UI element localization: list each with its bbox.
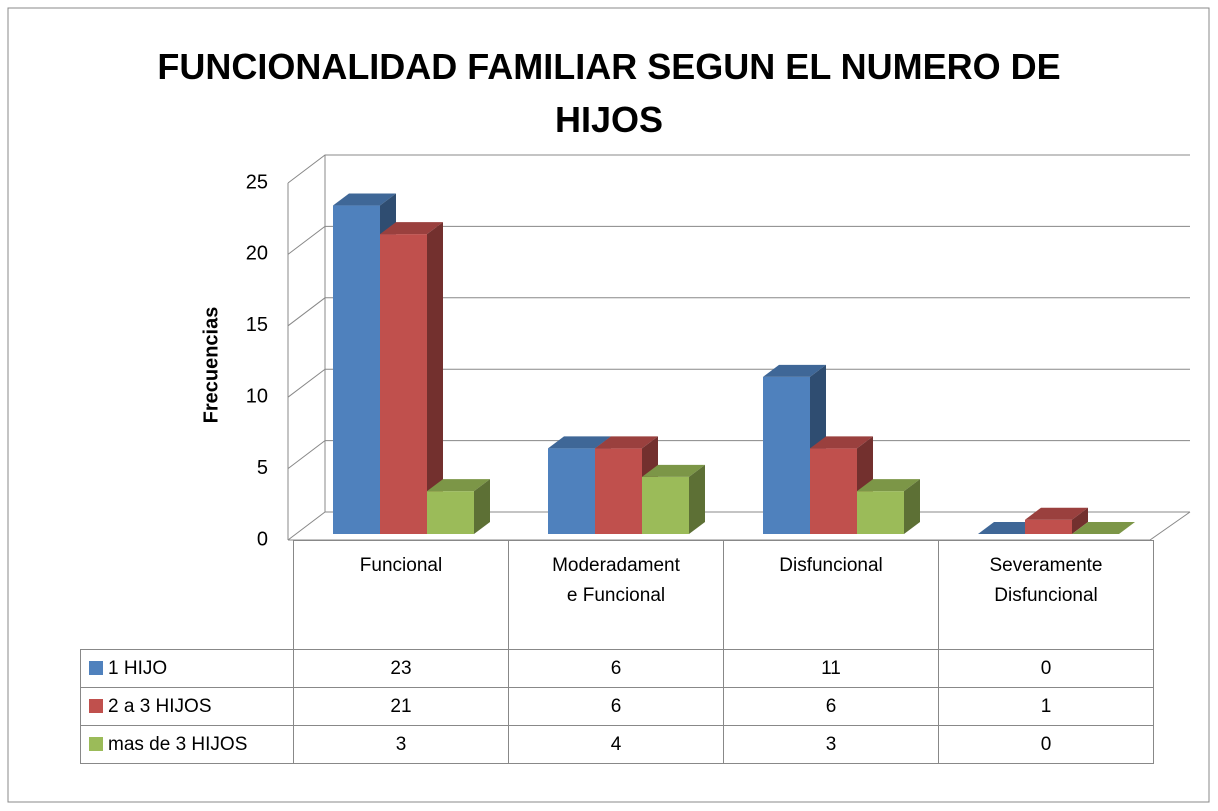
value-cell: 21 [293, 687, 509, 726]
category-cell: Moderadamente Funcional [508, 540, 724, 650]
category-cell: Severamente Disfuncional [938, 540, 1154, 650]
bar-top [380, 222, 443, 235]
legend-key [89, 660, 103, 675]
bar-front [595, 448, 642, 534]
bar-top [595, 436, 658, 449]
legend-key [89, 736, 103, 751]
bar-front [333, 205, 380, 534]
value-cell: 3 [293, 725, 509, 764]
series-row: mas de 3 HIJOS 3 4 3 0 [80, 725, 1154, 764]
bar-top [1072, 522, 1135, 534]
bar [427, 479, 490, 534]
value-cell: 11 [723, 649, 939, 688]
legend-label: 1 HIJO [108, 657, 168, 679]
bar-side [474, 479, 490, 534]
bar-front [810, 448, 857, 534]
bar [380, 222, 443, 534]
value-cell: 4 [508, 725, 724, 764]
value-cell: 0 [938, 649, 1154, 688]
bar-top [427, 479, 490, 492]
legend-cell: 2 a 3 HIJOS [80, 687, 294, 726]
y-tick-label: 25 [246, 171, 268, 193]
y-tick-label: 5 [257, 457, 268, 479]
grid-line [287, 297, 1190, 327]
series-row: 2 a 3 HIJOS 21 6 6 1 [80, 687, 1154, 726]
grid-line [287, 368, 1190, 398]
bar-top [763, 364, 826, 377]
bar-front [1025, 519, 1072, 534]
bar-front [642, 476, 689, 534]
grid-line [287, 225, 1190, 255]
bar [857, 479, 920, 534]
bar-front [427, 491, 474, 534]
bar-side [1072, 507, 1088, 534]
legend-key [89, 698, 103, 713]
y-tick-label: 0 [257, 528, 268, 550]
x-tick-label: Disfuncional [779, 555, 883, 576]
grid-line [287, 440, 1190, 469]
value-cell: 1 [938, 687, 1154, 726]
category-cell: Disfuncional [723, 540, 939, 650]
value-cell: 6 [508, 649, 724, 688]
y-tick-label: 15 [246, 314, 268, 336]
bar [642, 464, 705, 534]
bar-side [427, 222, 443, 534]
bar-top [333, 193, 396, 206]
category-cell: Funcional [293, 540, 509, 650]
grid-line [287, 154, 1190, 184]
bar-front [857, 491, 904, 534]
bar-top [1025, 507, 1088, 520]
bar-side [689, 464, 705, 534]
bar-top [857, 479, 920, 492]
bar-front [763, 376, 810, 534]
data-table: Funcional Moderadamente Funcional Disfunci… [80, 540, 1154, 764]
header-row: Funcional Moderadamente Funcional Disfunci… [81, 540, 1154, 650]
y-axis-label: Frecuencias [200, 307, 222, 424]
x-tick-label: Moderadamente Funcional [552, 555, 680, 606]
value-cell: 0 [938, 725, 1154, 764]
y-tick-label: 20 [246, 243, 268, 265]
legend-label: mas de 3 HIJOS [108, 733, 248, 755]
blank-cell [81, 541, 294, 650]
bar-side [904, 479, 920, 534]
bar [1025, 507, 1088, 534]
bar [1072, 522, 1135, 534]
x-tick-label: Funcional [359, 555, 443, 576]
bar-top [810, 436, 873, 449]
chart-title: FUNCIONALIDAD FAMILIAR SEGUN EL NUMERO D… [157, 46, 1061, 140]
bar-top [548, 436, 611, 449]
legend-label: 2 a 3 HIJOS [108, 695, 212, 717]
x-tick-label: Severamente Disfuncional [989, 555, 1103, 606]
series-row: 1 HIJO 23 6 11 0 [80, 649, 1154, 688]
bar-front [548, 448, 595, 534]
value-cell: 6 [508, 687, 724, 726]
bar-top [642, 464, 705, 477]
legend-cell: mas de 3 HIJOS [80, 725, 294, 764]
value-cell: 23 [293, 649, 509, 688]
y-tick-label: 10 [246, 385, 268, 407]
bar-front [380, 234, 427, 534]
value-cell: 6 [723, 687, 939, 726]
value-cell: 3 [723, 725, 939, 764]
legend-cell: 1 HIJO [80, 649, 294, 688]
